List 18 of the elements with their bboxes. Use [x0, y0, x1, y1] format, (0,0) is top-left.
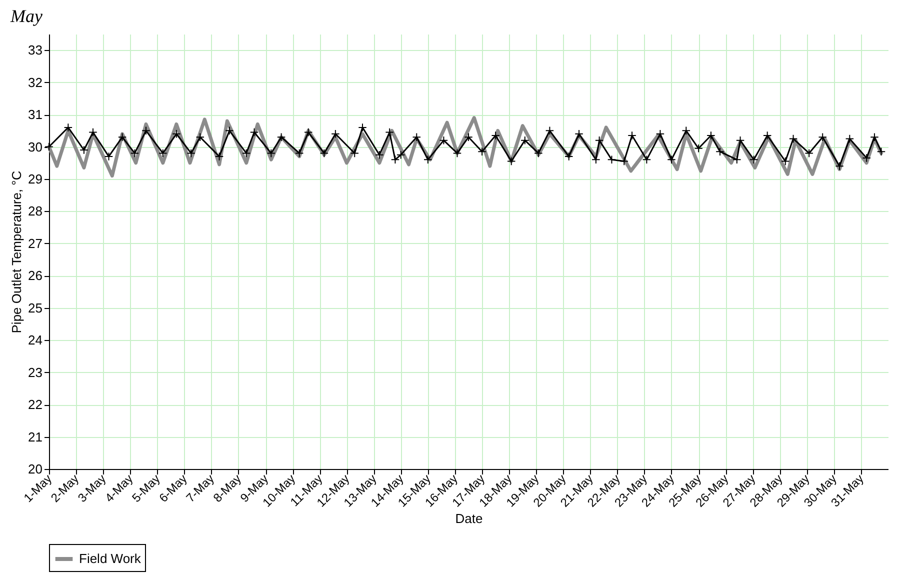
y-tick-label: 24	[28, 332, 42, 348]
y-tick-label: 25	[28, 300, 42, 316]
y-tick-label: 30	[28, 139, 42, 154]
y-tick-label: 29	[28, 172, 42, 186]
y-axis-title: Pipe Outlet Temperature, °C	[9, 170, 24, 334]
x-axis-title: Date	[455, 511, 483, 526]
y-tick-label: 20	[28, 462, 42, 476]
y-tick-label: 33	[28, 42, 42, 58]
legend-label: Field Work	[79, 551, 142, 566]
y-tick-label: 27	[28, 236, 42, 251]
y-tick-label: 26	[28, 268, 42, 284]
y-tick-label: 22	[28, 397, 42, 412]
y-tick-label: 23	[28, 364, 42, 380]
y-tick-label: 28	[28, 204, 42, 219]
y-tick-label: 31	[28, 107, 42, 122]
chart-title: May	[10, 6, 43, 26]
y-tick-label: 32	[28, 74, 42, 90]
y-tick-label: 21	[28, 429, 42, 444]
